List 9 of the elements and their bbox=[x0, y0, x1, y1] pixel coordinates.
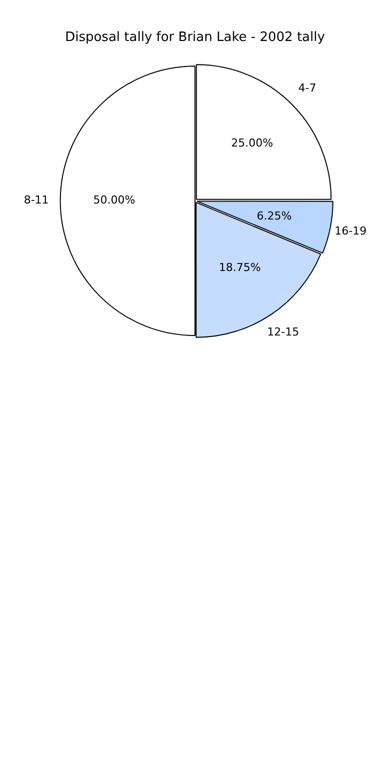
slice-label: 12-15 bbox=[267, 326, 300, 339]
chart-title: Disposal tally for Brian Lake - 2002 tally bbox=[65, 30, 326, 46]
data-label: 6.25% bbox=[256, 209, 292, 222]
data-label: 25.00% bbox=[231, 136, 274, 150]
data-label: 50.00% bbox=[93, 194, 136, 207]
slice-label: 16-19 bbox=[334, 224, 367, 238]
slice-label: 4-7 bbox=[298, 81, 316, 94]
slice-label: 8-11 bbox=[24, 194, 49, 207]
data-label: 18.75% bbox=[218, 260, 261, 274]
